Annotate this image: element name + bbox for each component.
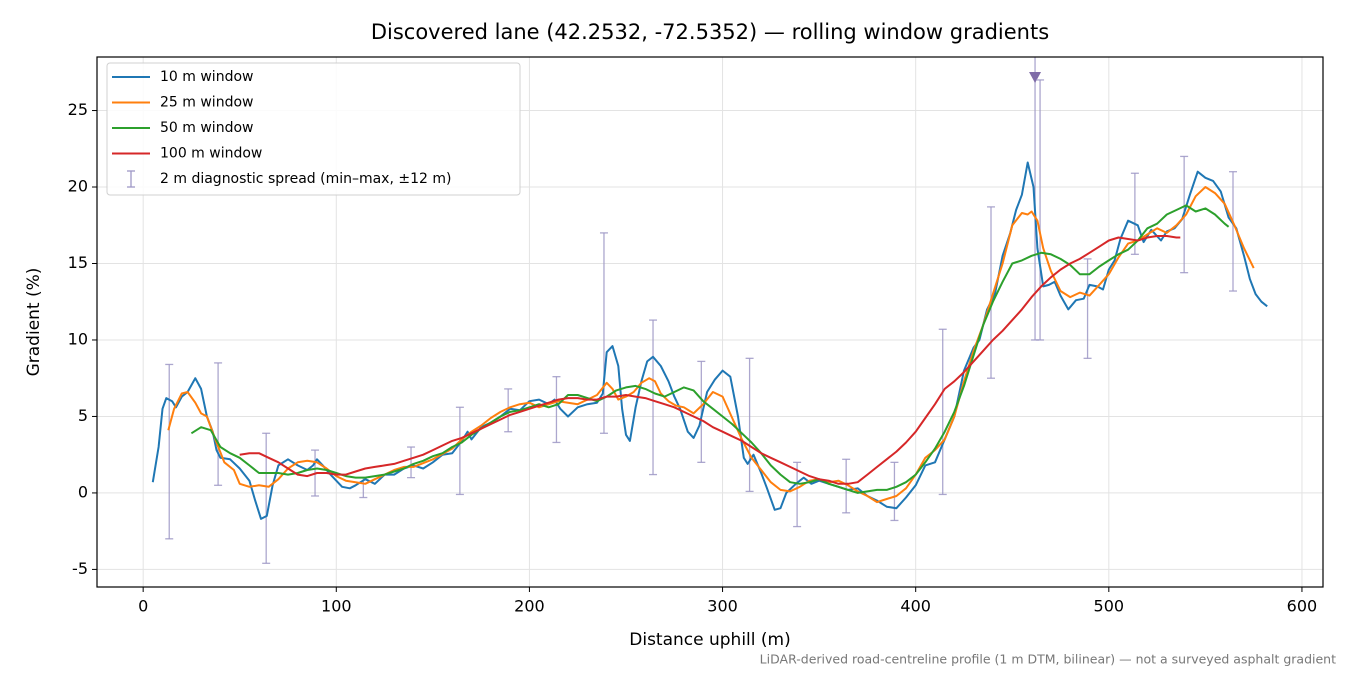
error-bar [649,319,658,476]
series-line [167,186,1255,504]
x-tick-label: 200 [514,597,545,616]
x-tick-label: 100 [321,597,352,616]
x-tick-label: 0 [138,597,148,616]
error-bar [793,461,802,528]
footnote: LiDAR-derived road-centreline profile (1… [760,652,1336,667]
series-line [190,204,1230,494]
error-bar [407,446,416,479]
y-tick-label: 5 [78,406,88,425]
series-line [239,235,1181,485]
legend-label: 100 m window [160,146,262,162]
x-tick-label: 600 [1287,597,1318,616]
error-bar [938,328,947,496]
error-bar [1036,79,1045,341]
series-line [151,161,1268,520]
x-axis-label: Distance uphill (m) [629,630,790,650]
legend-label: 25 m window [160,95,253,111]
chart-title: Discovered lane (42.2532, -72.5352) — ro… [371,20,1049,44]
clipped-marker [1029,72,1042,83]
legend-label: 10 m window [160,69,253,85]
y-axis-label: Gradient (%) [24,268,44,377]
error-bar [552,376,561,444]
error-bar [987,206,996,379]
y-tick-label: 20 [68,177,88,196]
legend-label: 2 m diagnostic spread (min–max, ±12 m) [160,171,451,187]
error-bar [262,432,271,564]
x-tick-label: 500 [1094,597,1125,616]
y-tick-label: 15 [68,253,88,272]
y-tick-label: 10 [68,329,88,348]
y-tick-label: -5 [72,559,88,578]
legend-label: 50 m window [160,120,253,136]
error-bar [214,362,223,486]
error-bar [1229,171,1238,292]
x-tick-label: 300 [707,597,738,616]
error-bar [1083,258,1092,359]
error-bar [165,363,174,540]
error-bar [599,232,608,434]
y-tick-label: 25 [68,100,88,119]
y-tick-label: 0 [78,482,88,501]
error-bar [842,458,851,514]
legend-box [106,62,521,196]
error-bar [455,406,464,496]
error-bar [697,360,706,463]
x-tick-label: 400 [900,597,931,616]
plot-frame [96,56,1324,588]
error-bar [745,357,754,493]
plot-area [151,57,1268,564]
error-bar [890,461,899,522]
